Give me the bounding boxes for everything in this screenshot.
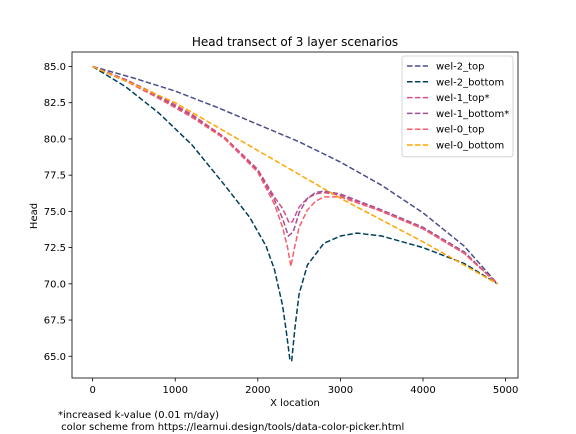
legend-label: wel-2_top xyxy=(436,62,484,73)
x-tick-label: 5000 xyxy=(493,385,518,396)
x-tick-label: 3000 xyxy=(328,385,353,396)
x-tick-label: 0 xyxy=(89,385,95,396)
y-tick-label: 80.0 xyxy=(44,134,66,145)
series-line-3 xyxy=(92,65,498,285)
series-line-0 xyxy=(92,65,498,285)
footnote-k-value: *increased k-value (0.01 m/day) xyxy=(58,410,220,421)
y-axis-label: Head xyxy=(29,203,40,229)
y-tick-label: 65.0 xyxy=(44,352,66,363)
legend-label: wel-0_bottom xyxy=(436,141,504,152)
y-tick-label: 72.5 xyxy=(44,243,66,254)
series-line-4 xyxy=(92,65,498,285)
series-line-1 xyxy=(92,65,498,362)
x-axis-label: X location xyxy=(270,398,320,409)
legend-label: wel-0_top xyxy=(436,125,484,136)
legend-label: wel-1_top* xyxy=(436,93,489,104)
footnote-color-scheme: color scheme from https://learnui.design… xyxy=(58,422,405,433)
y-tick-label: 70.0 xyxy=(44,279,66,290)
legend-box xyxy=(401,55,514,158)
chart-title: Head transect of 3 layer scenarios xyxy=(192,35,398,49)
legend-label: wel-1_bottom* xyxy=(436,109,509,120)
series-line-5 xyxy=(92,65,498,285)
y-tick-label: 75.0 xyxy=(44,207,66,218)
legend-label: wel-2_bottom xyxy=(436,77,504,88)
y-tick-label: 82.5 xyxy=(44,98,66,109)
y-tick-label: 67.5 xyxy=(44,316,66,327)
x-tick-label: 1000 xyxy=(163,385,188,396)
chart-legend: wel-2_top wel-2_bottom wel-1_top* wel-1_bot… xyxy=(401,55,514,158)
y-axis: 65.0 67.5 70.0 72.5 75.0 77.5 80.0 82.5 85.0 xyxy=(44,62,72,363)
series-line-2 xyxy=(92,65,498,285)
y-tick-label: 77.5 xyxy=(44,171,66,182)
x-axis: 0 1000 2000 3000 4000 5000 xyxy=(89,378,518,396)
x-tick-label: 2000 xyxy=(245,385,270,396)
y-tick-label: 85.0 xyxy=(44,62,66,73)
x-tick-label: 4000 xyxy=(410,385,435,396)
